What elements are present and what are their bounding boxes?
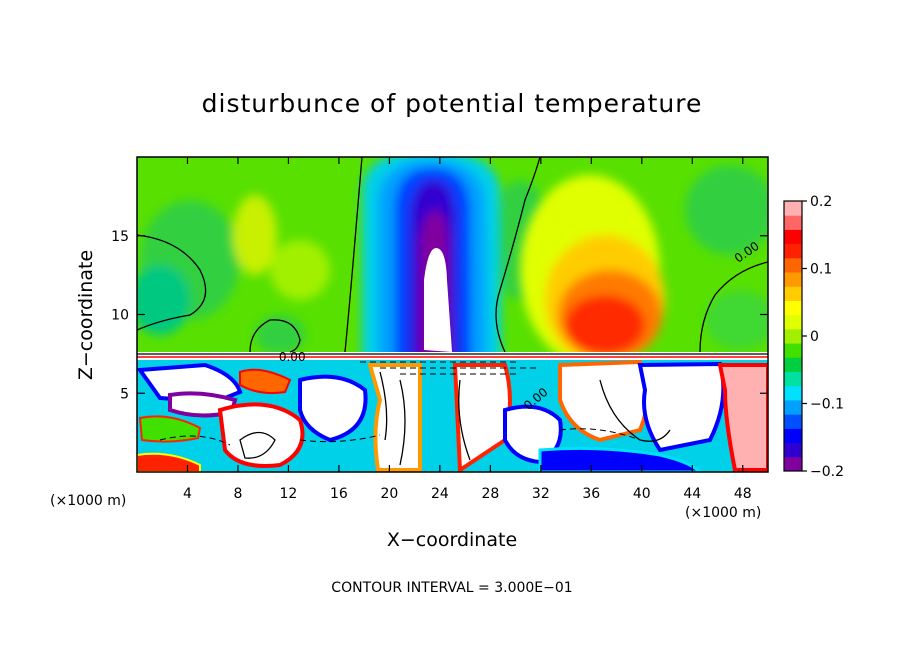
- x-tick-label: 12: [280, 486, 298, 502]
- eddy-4: [217, 402, 305, 468]
- colorbar-swatch: [784, 428, 802, 444]
- colorbar-swatch: [784, 215, 802, 230]
- contour-lower-1: [379, 371, 388, 441]
- eddy-10: [717, 363, 768, 472]
- x-tick-label: 32: [532, 486, 550, 502]
- contour-dash-5: [559, 428, 641, 441]
- colorbar-swatch: [784, 257, 802, 273]
- contour-label: 0.00: [279, 350, 306, 364]
- warm-lobe: [520, 175, 665, 365]
- colorbar-swatch: [784, 385, 802, 401]
- lower-layer-structures: [137, 359, 768, 472]
- colorbar-swatch: [784, 243, 802, 259]
- contour-plume-right: [495, 157, 541, 353]
- colorbar-swatch: [784, 357, 802, 373]
- contour-lower-2: [399, 379, 406, 466]
- eddy-6: [239, 368, 292, 395]
- colorbar-swatch: [784, 300, 802, 316]
- eddy-plume-base-left: [367, 363, 422, 472]
- x-axis-label: X−coordinate: [387, 529, 517, 551]
- contour-interval-note: CONTOUR INTERVAL = 3.000E−01: [331, 580, 572, 596]
- field-patch-far-right: [685, 165, 768, 255]
- contour-lower-4: [239, 431, 276, 459]
- colorbar-swatch: [784, 229, 802, 245]
- y-tick-label: 5: [120, 386, 129, 402]
- contour-plume-left: [344, 157, 363, 353]
- contour-bump: [249, 319, 301, 353]
- colorbar-swatch: [784, 343, 802, 358]
- x-tick-label: 16: [330, 486, 348, 502]
- y-axis-label: Z−coordinate: [75, 250, 97, 380]
- contour-dash-6: [159, 435, 231, 446]
- x-tick-label: 44: [683, 486, 701, 502]
- x-tick-label: 24: [431, 486, 449, 502]
- field-patch-left2: [137, 265, 190, 335]
- colorbar-swatch: [784, 286, 802, 301]
- colorbar-swatch: [784, 442, 802, 458]
- x-tick-label: 48: [734, 486, 752, 502]
- colorbar-swatch: [784, 272, 802, 287]
- eddy-5: [298, 374, 368, 443]
- colorbar-swatch: [784, 328, 802, 344]
- contour-right: [699, 261, 768, 353]
- colorbar-swatch: [784, 314, 802, 330]
- plume-core: [424, 248, 452, 352]
- x-unit-right: (×1000 m): [685, 505, 761, 521]
- colorbar-swatch: [784, 399, 802, 415]
- x-tick-label: 8: [233, 486, 242, 502]
- colorbar-tick-label: 0: [810, 329, 819, 345]
- eddy-3: [138, 415, 202, 443]
- chart-title: disturbunce of potential temperature: [202, 89, 703, 118]
- colorbar: [783, 200, 803, 472]
- negative-contours: [159, 361, 641, 446]
- colorbar-tick-label: −0.1: [810, 397, 844, 413]
- field-patch-low: [255, 315, 305, 355]
- x-tick-label: 28: [481, 486, 499, 502]
- contour-lower-3: [458, 379, 471, 461]
- y-axis: 5 10 15: [111, 229, 768, 402]
- eddy-9: [637, 361, 726, 453]
- x-unit-left: (×1000 m): [50, 493, 126, 509]
- colorbar-ticks: 0.2 0.1 0 −0.1 −0.2: [802, 194, 844, 480]
- plot-area: 0.000.000.00: [137, 157, 768, 472]
- warm-layer-4: [565, 295, 645, 355]
- colorbar-tick-label: 0.1: [810, 262, 832, 278]
- x-tick-label: 36: [582, 486, 600, 502]
- x-tick-label: 4: [183, 486, 192, 502]
- field-patch-yellowish: [233, 195, 277, 275]
- colorbar-tick-label: 0.2: [810, 194, 832, 210]
- colorbar-swatch: [784, 201, 802, 216]
- colorbar-swatch: [784, 371, 802, 387]
- x-tick-label: 40: [633, 486, 651, 502]
- eddy-bottom-left: [137, 452, 201, 472]
- colorbar-tick-label: −0.2: [810, 464, 844, 480]
- field-patch-far-right-low: [705, 290, 768, 350]
- colorbar-swatch: [784, 414, 802, 429]
- contour-left: [137, 234, 207, 331]
- eddy-bottom: [538, 446, 703, 472]
- interface-line-red: [137, 356, 768, 358]
- x-axis: 4 8 12 16 20 24 28 32 36 40 44 48: [183, 157, 752, 502]
- field-patch-mid: [270, 240, 330, 300]
- x-tick-label: 20: [380, 486, 398, 502]
- y-tick-label: 10: [111, 308, 129, 324]
- colorbar-swatch: [784, 456, 802, 472]
- y-tick-label: 15: [111, 229, 129, 245]
- contour-dash-4: [299, 434, 381, 443]
